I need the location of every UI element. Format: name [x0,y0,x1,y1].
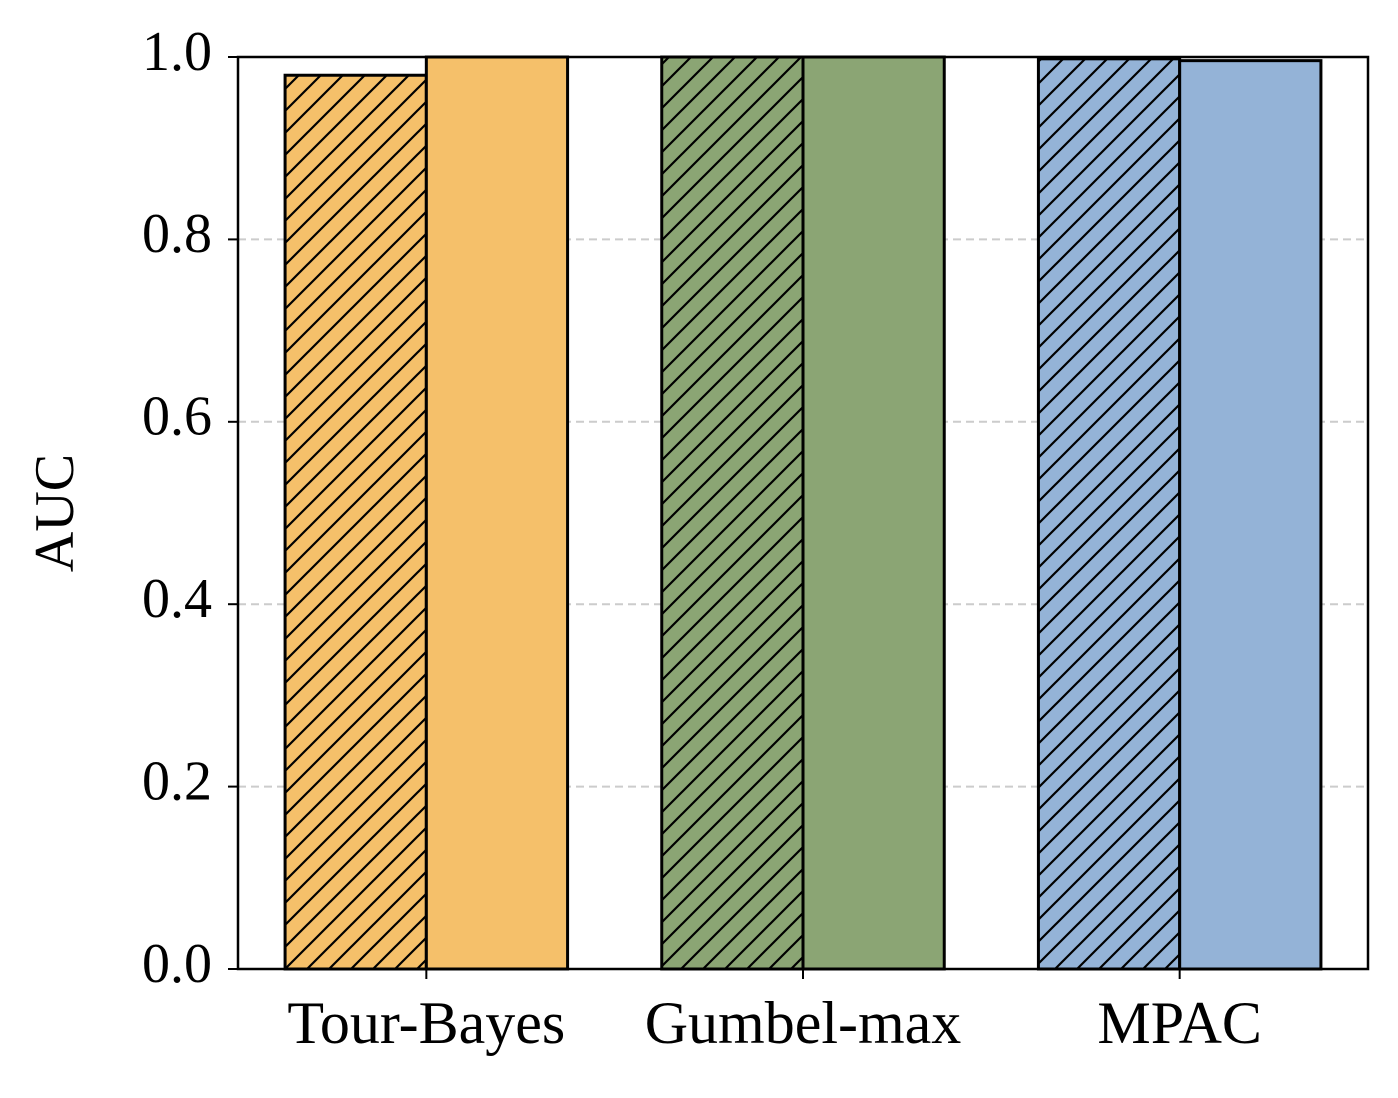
bar [1036,57,1182,971]
bar [283,73,428,971]
y-tick-label: 0.0 [142,933,212,995]
bar [801,55,946,971]
y-axis-label: AUC [24,454,86,572]
x-tick-label: Gumbel-max [645,990,962,1056]
plot-frame [236,55,1370,971]
y-tick-label: 0.6 [142,386,212,448]
bar [660,55,805,971]
x-tick-label: Tour-Bayes [287,990,565,1056]
y-tick-label: 0.8 [142,203,212,265]
x-tick-label: MPAC [1097,990,1262,1056]
bar [1178,59,1323,971]
y-tick-label: 1.0 [142,21,212,83]
y-tick-label: 0.2 [142,750,212,812]
bar [424,55,570,971]
y-tick-label: 0.4 [142,568,212,630]
